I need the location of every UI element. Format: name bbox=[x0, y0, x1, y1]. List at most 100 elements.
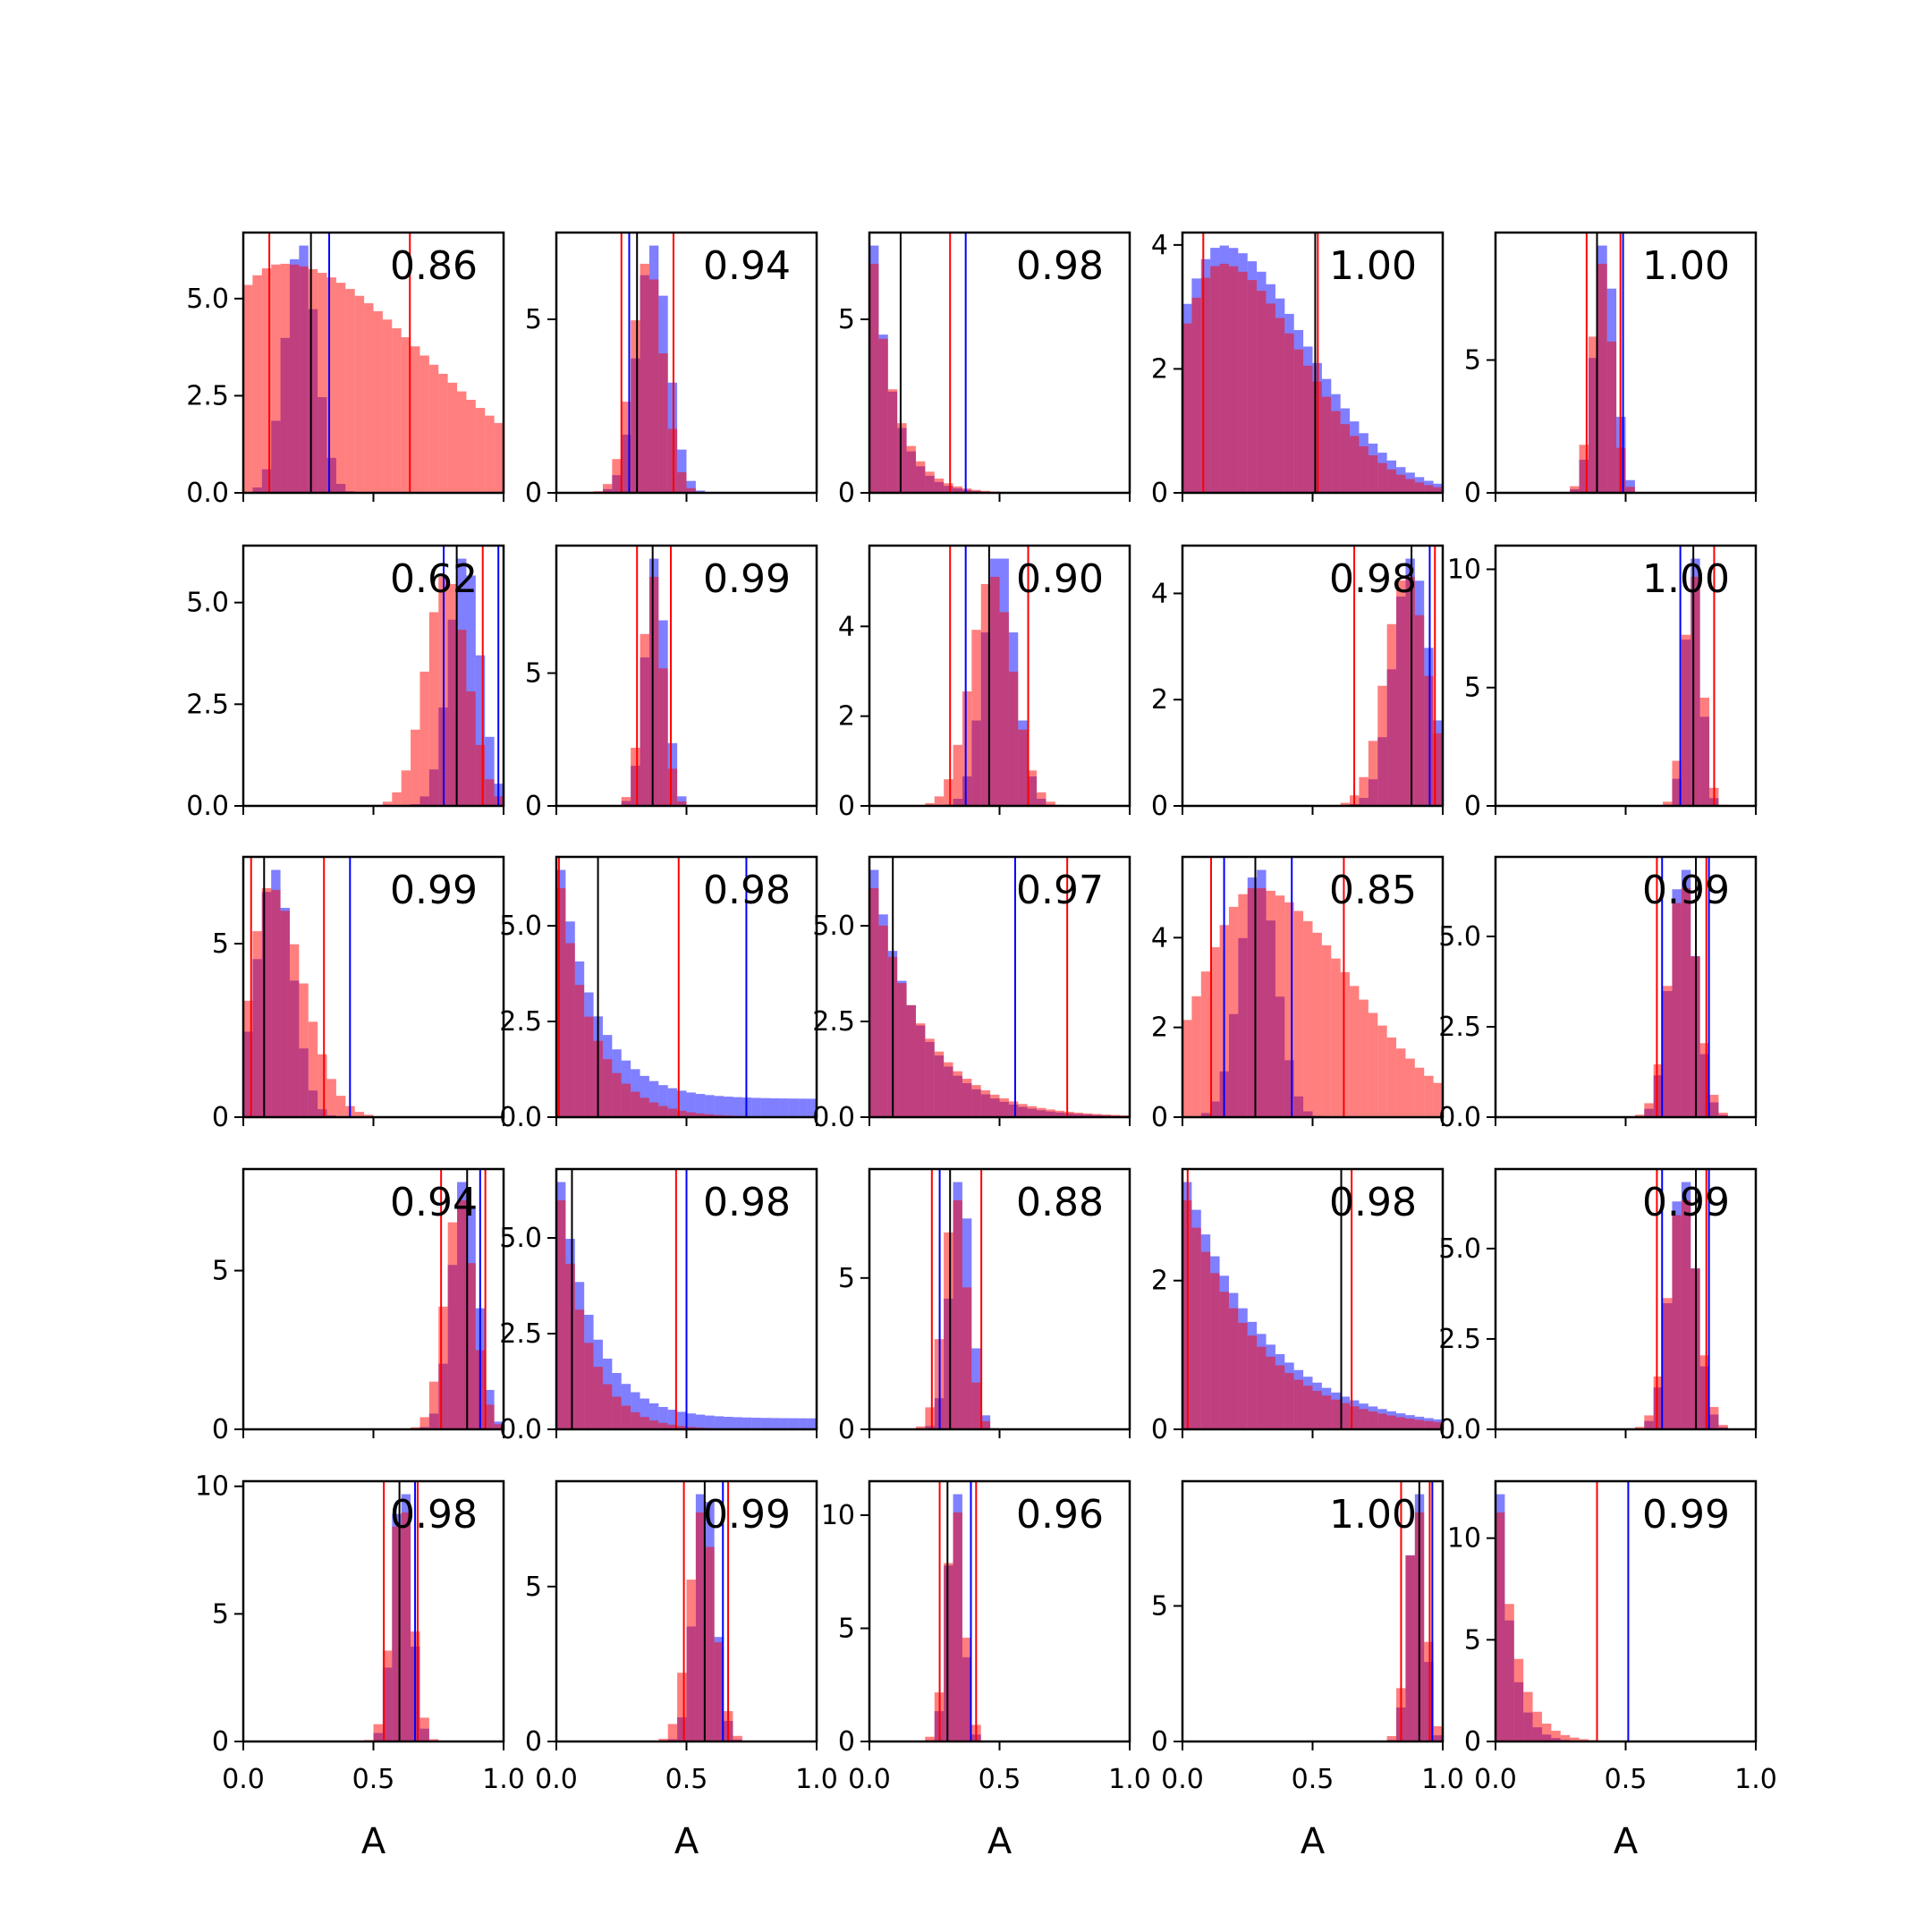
red-histogram-bar bbox=[261, 887, 272, 1117]
red-histogram-bar bbox=[621, 797, 631, 806]
red-histogram-bar bbox=[612, 1072, 622, 1117]
red-histogram-bar bbox=[565, 943, 575, 1117]
red-histogram-bar bbox=[658, 1422, 668, 1429]
blue-histogram-bar bbox=[485, 736, 495, 806]
red-histogram-bar bbox=[1672, 902, 1682, 1117]
red-histogram-bar bbox=[1579, 1739, 1589, 1741]
blue-histogram-bar bbox=[475, 655, 486, 806]
histogram-panel-2: 050.94 bbox=[525, 231, 818, 509]
red-histogram-bar bbox=[1377, 1025, 1387, 1117]
y-tick-label: 5 bbox=[1464, 673, 1481, 704]
red-histogram-bar bbox=[382, 319, 393, 493]
red-histogram-bar bbox=[1405, 1419, 1415, 1429]
red-histogram-bar bbox=[869, 887, 879, 1117]
blue-histogram-bar bbox=[677, 1090, 687, 1117]
red-histogram-bar bbox=[640, 633, 649, 806]
blue-histogram-bar bbox=[751, 1097, 761, 1117]
panel-score-label: 1.00 bbox=[1329, 1492, 1417, 1538]
red-histogram-bar bbox=[1433, 733, 1443, 806]
red-histogram-bar bbox=[243, 284, 253, 493]
red-histogram-bar bbox=[1433, 1421, 1443, 1429]
red-histogram-bar bbox=[1238, 894, 1248, 1117]
y-tick-label: 5 bbox=[212, 1598, 229, 1630]
blue-histogram-bar bbox=[658, 1085, 668, 1117]
histogram-panel-3: 050.98 bbox=[838, 231, 1131, 509]
histogram-panel-7: 050.99 bbox=[525, 544, 818, 822]
blue-histogram-bar bbox=[695, 1094, 706, 1117]
red-histogram-bar bbox=[1377, 1413, 1387, 1429]
red-histogram-bar bbox=[962, 1079, 972, 1117]
red-histogram-bar bbox=[612, 459, 622, 493]
red-histogram-bar bbox=[631, 320, 640, 493]
red-histogram-bar bbox=[1644, 1415, 1654, 1429]
blue-histogram-bar bbox=[677, 796, 687, 806]
red-histogram-bar bbox=[1368, 455, 1378, 493]
red-histogram-bar bbox=[252, 275, 262, 493]
blue-histogram-bar bbox=[760, 1097, 771, 1117]
red-histogram-bar bbox=[1523, 1691, 1533, 1741]
red-histogram-bar bbox=[1321, 1395, 1332, 1429]
red-histogram-bar bbox=[1247, 280, 1258, 493]
red-histogram-bar bbox=[1064, 1111, 1074, 1117]
red-histogram-bar bbox=[1247, 1335, 1258, 1429]
red-histogram-bar bbox=[485, 779, 495, 806]
red-histogram-bar bbox=[289, 264, 300, 493]
red-histogram-bar bbox=[1424, 1641, 1434, 1741]
red-histogram-bar bbox=[962, 691, 972, 806]
red-histogram-bar bbox=[1027, 770, 1038, 806]
red-histogram-bar bbox=[1293, 349, 1304, 493]
red-histogram-bar bbox=[299, 266, 309, 493]
red-histogram-bar bbox=[1386, 1735, 1397, 1741]
histogram-panel-5: 051.00 bbox=[1464, 231, 1758, 509]
blue-histogram-bar bbox=[640, 1075, 649, 1117]
y-tick-label: 5 bbox=[525, 304, 542, 335]
red-histogram-bar bbox=[1699, 1355, 1710, 1429]
red-histogram-bar bbox=[392, 328, 402, 493]
blue-histogram-bar bbox=[677, 1411, 687, 1429]
red-histogram-bar bbox=[915, 461, 926, 493]
panel-score-label: 0.99 bbox=[703, 556, 791, 602]
histogram-panel-12: 0.0 2.5 5.0 0.98 bbox=[499, 855, 818, 1133]
red-histogram-bar bbox=[318, 273, 327, 493]
y-tick-label: 5 bbox=[838, 1613, 855, 1644]
red-histogram-bar bbox=[1709, 1407, 1719, 1429]
red-histogram-bar bbox=[1266, 1356, 1275, 1429]
red-histogram-bar bbox=[1275, 895, 1285, 1117]
x-tick-label: 1.0 bbox=[795, 1764, 838, 1795]
x-tick-label: 1.0 bbox=[482, 1764, 525, 1795]
blue-histogram-bar bbox=[779, 1098, 789, 1117]
red-histogram-bar bbox=[1386, 1037, 1397, 1117]
red-histogram-bar bbox=[887, 389, 898, 493]
red-histogram-bar bbox=[1350, 436, 1360, 493]
red-histogram-bar bbox=[1368, 1411, 1378, 1429]
red-histogram-bar bbox=[1228, 266, 1239, 493]
red-histogram-bar bbox=[1551, 1731, 1561, 1741]
red-histogram-bar bbox=[695, 1512, 706, 1741]
red-histogram-bar bbox=[1414, 1419, 1425, 1429]
red-histogram-bar bbox=[494, 1424, 504, 1429]
panel-score-label: 0.98 bbox=[703, 868, 791, 913]
histogram-panel-15: 0.0 2.5 5.0 0.99 bbox=[1438, 855, 1758, 1133]
red-histogram-bar bbox=[1018, 729, 1028, 806]
y-tick-label: 5.0 bbox=[499, 911, 542, 942]
panel-score-label: 1.00 bbox=[1329, 243, 1417, 289]
y-tick-label: 10 bbox=[821, 1500, 855, 1531]
red-histogram-bar bbox=[457, 1199, 467, 1429]
red-histogram-bar bbox=[686, 487, 696, 493]
red-histogram-bar bbox=[466, 399, 476, 493]
x-tick-label: 0.0 bbox=[535, 1764, 578, 1795]
histogram-panel-20: 0.0 2.5 5.0 0.99 bbox=[1438, 1167, 1758, 1445]
red-histogram-bar bbox=[925, 802, 935, 806]
histogram-panel-6: 0.0 2.5 5.0 0.62 bbox=[186, 544, 505, 822]
x-axis-label: A bbox=[674, 1821, 699, 1862]
red-histogram-bar bbox=[1266, 303, 1275, 493]
red-histogram-bar bbox=[574, 1309, 585, 1429]
red-histogram-bar bbox=[1690, 576, 1700, 806]
red-histogram-bar bbox=[447, 1222, 458, 1429]
red-histogram-bar bbox=[621, 1083, 631, 1117]
red-histogram-bar bbox=[631, 1091, 640, 1117]
red-histogram-bar bbox=[1210, 266, 1220, 493]
red-histogram-bar bbox=[1405, 1058, 1415, 1117]
histogram-panel-1: 0.0 2.5 5.0 0.86 bbox=[186, 231, 505, 509]
red-histogram-bar bbox=[1219, 1292, 1229, 1429]
